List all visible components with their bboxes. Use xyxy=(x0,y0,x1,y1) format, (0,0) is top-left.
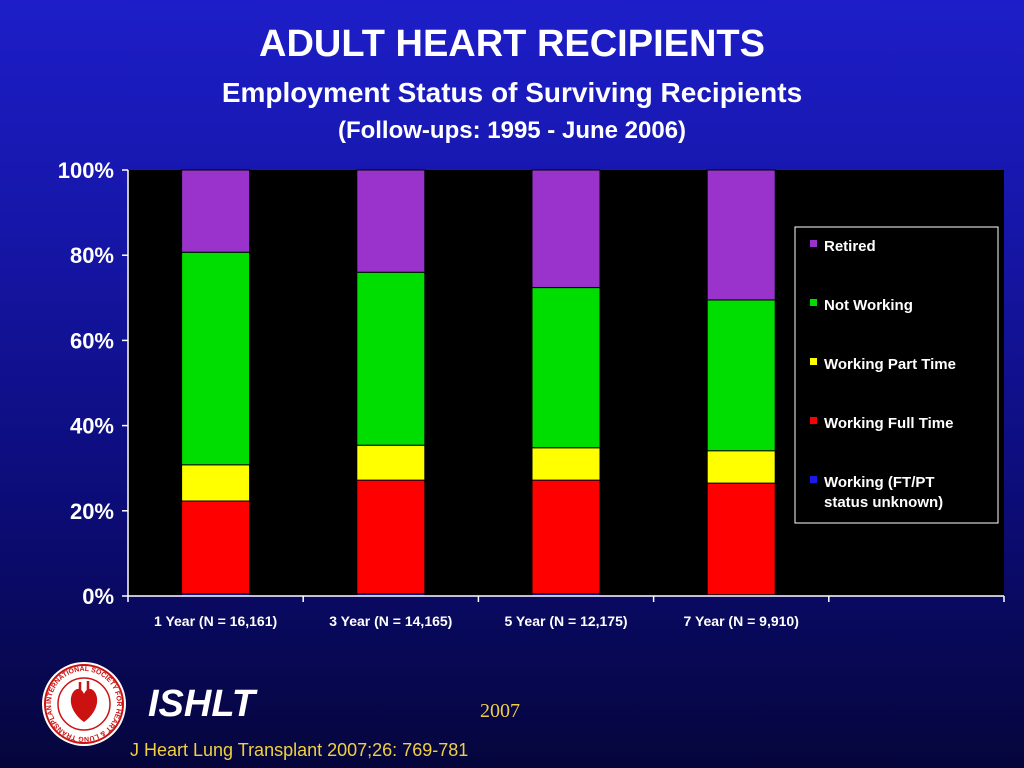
legend-box xyxy=(794,226,999,524)
y-tick-label-1: 20% xyxy=(70,499,114,524)
y-tick-label-2: 40% xyxy=(70,414,114,439)
bar-segment-2-0 xyxy=(181,464,251,502)
bar-segment-1-0 xyxy=(181,500,251,595)
y-tick-label-3: 60% xyxy=(70,328,114,353)
axes-group: 1 Year (N = 16,161) 3 Year (N = 14,165) 5 … xyxy=(58,158,1005,629)
legend-label-2: Working Part Time xyxy=(824,356,956,373)
legend-label-3: Working Full Time xyxy=(824,415,953,432)
y-tick-label-0: 0% xyxy=(82,584,114,609)
journal-citation: J Heart Lung Transplant 2007;26: 769-781 xyxy=(130,740,469,760)
legend-label-1: Not Working xyxy=(824,297,913,314)
x-tick-label-1: 3 Year (N = 14,165) xyxy=(329,613,452,629)
bar-segment-4-0 xyxy=(181,169,251,253)
ishlt-brand: ISHLT xyxy=(148,683,255,725)
y-tick-label-4: 80% xyxy=(70,243,114,268)
legend: Retired Not Working Working Part Time Worki… xyxy=(794,226,999,524)
bar-segment-4-1 xyxy=(356,169,426,273)
chart-subtitle: Employment Status of Surviving Recipient… xyxy=(221,77,803,108)
stacked-bar-chart: 1 Year (N = 16,161) 3 Year (N = 14,165) 5 … xyxy=(58,158,1005,629)
y-tick-label-5: 100% xyxy=(58,158,114,183)
bar-segment-3-0 xyxy=(181,251,251,466)
x-tick-label-0: 1 Year (N = 16,161) xyxy=(154,613,277,629)
bar-segment-1-3 xyxy=(706,482,776,596)
legend-swatch-1 xyxy=(810,299,817,306)
bar-segment-3-1 xyxy=(356,271,426,446)
chart-title: ADULT HEART RECIPIENTS xyxy=(259,23,765,65)
legend-swatch-3 xyxy=(810,417,817,424)
bar-segment-2-3 xyxy=(706,450,776,484)
x-tick-label-2: 5 Year (N = 12,175) xyxy=(504,613,627,629)
bars-group xyxy=(181,169,776,597)
legend-swatch-0 xyxy=(810,240,817,247)
bar-segment-2-2 xyxy=(531,447,601,481)
legend-label-4: Working (FT/PT status unknown) xyxy=(824,474,943,511)
bar-segment-3-3 xyxy=(706,299,776,452)
x-tick-label-3: 7 Year (N = 9,910) xyxy=(684,613,799,629)
chart-followup-period: (Follow-ups: 1995 - June 2006) xyxy=(337,117,687,144)
legend-label-0: Retired xyxy=(824,238,876,255)
bar-segment-3-2 xyxy=(531,287,601,449)
bar-segment-2-1 xyxy=(356,444,426,481)
bar-segment-1-1 xyxy=(356,479,426,595)
ishlt-seal-logo: INTERNATIONAL SOCIETY FOR HEART & LUNG T… xyxy=(40,660,126,746)
bar-segment-1-2 xyxy=(531,479,601,595)
bar-segment-4-2 xyxy=(531,169,601,289)
legend-swatch-2 xyxy=(810,358,817,365)
legend-swatch-4 xyxy=(810,476,817,483)
publication-year: 2007 xyxy=(480,700,520,722)
bar-segment-4-3 xyxy=(706,169,776,301)
